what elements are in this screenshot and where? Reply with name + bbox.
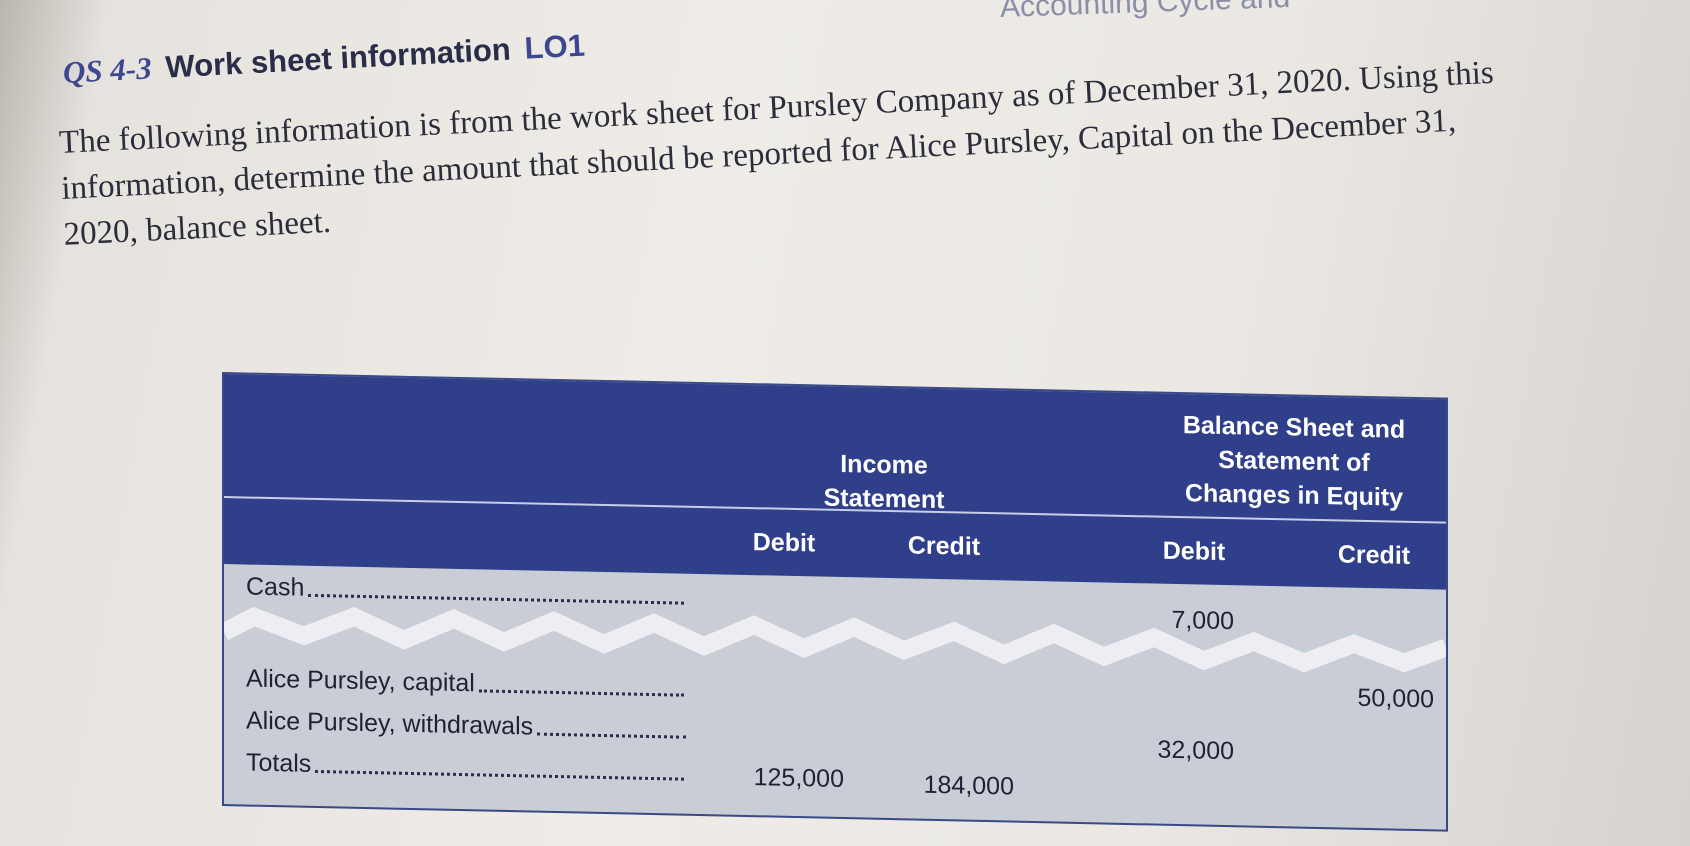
exercise-title: Work sheet information (164, 31, 512, 85)
row-label: Totals (246, 748, 312, 778)
leader-dots (478, 689, 684, 697)
balance-credit-value (1304, 729, 1434, 732)
income-credit-value (884, 678, 1014, 681)
income-credit-value (884, 586, 1014, 589)
row-label: Alice Pursley, withdrawals (246, 706, 534, 741)
table-header: Income Statement Balance Sheet and State… (224, 374, 1446, 590)
learning-objective: LO1 (523, 27, 586, 66)
balance-debit-value (1104, 766, 1234, 769)
income-debit-value: 125,000 (753, 763, 844, 794)
income-credit-value (884, 720, 1014, 723)
income-debit-value (714, 674, 844, 677)
column-header-balance-credit: Credit (1337, 540, 1411, 570)
balance-debit-value: 32,000 (1157, 735, 1234, 766)
exercise-number: QS 4-3 (62, 50, 153, 90)
income-debit-value (714, 716, 844, 719)
leader-dots (537, 732, 686, 739)
balance-credit-value (1304, 771, 1434, 774)
column-header-balance-debit: Debit (1162, 536, 1226, 567)
income-debit-value (714, 582, 844, 585)
column-header-income-credit: Credit (907, 531, 981, 561)
column-header-income-debit: Debit (752, 528, 816, 558)
omitted-rows-zigzag (224, 606, 1446, 673)
leader-dots (315, 769, 684, 781)
row-label: Alice Pursley, capital (246, 664, 475, 698)
balance-sheet-group-header: Balance Sheet and Statement of Changes i… (1182, 411, 1406, 512)
balance-credit-value: 50,000 (1357, 683, 1434, 714)
work-sheet-table: Income Statement Balance Sheet and State… (222, 372, 1448, 832)
balance-debit-value (1104, 682, 1234, 685)
income-credit-value: 184,000 (923, 770, 1014, 801)
balance-credit-value (1304, 595, 1434, 598)
